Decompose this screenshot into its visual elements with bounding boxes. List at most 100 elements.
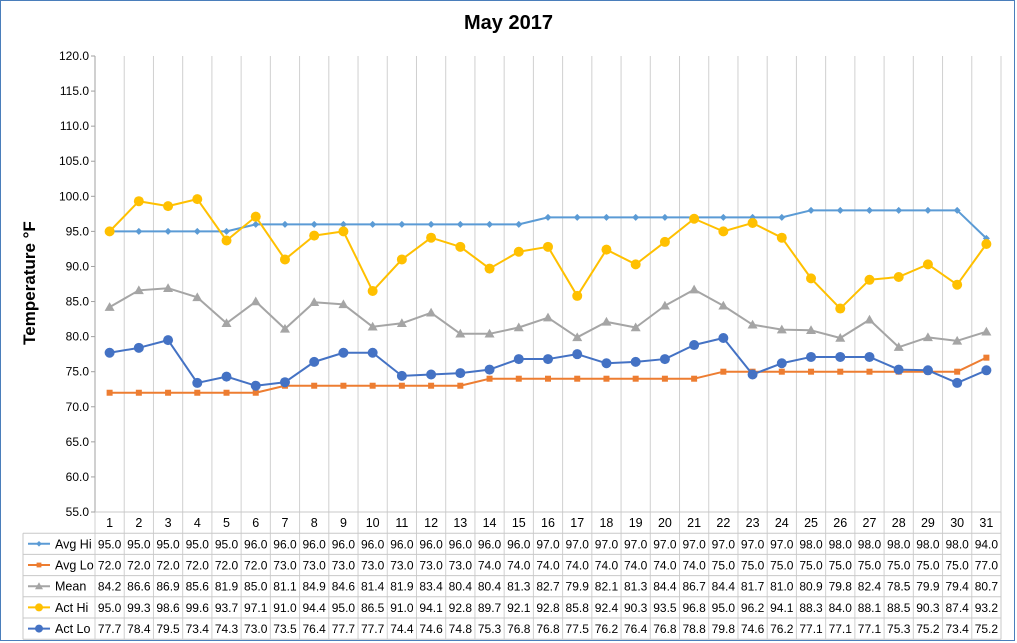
data-cell-value: 80.7 [975, 580, 999, 594]
data-point [603, 375, 610, 382]
x-tick-label: 11 [395, 516, 408, 530]
data-cell-value: 96.0 [449, 537, 473, 551]
data-cell-value: 94.0 [975, 537, 999, 551]
data-point [922, 365, 933, 376]
data-cell-value: 93.5 [653, 601, 677, 615]
data-point [426, 369, 437, 380]
data-point [807, 206, 815, 214]
data-point [601, 244, 612, 255]
data-cell-value: 86.6 [127, 580, 151, 594]
data-cell-value: 95.0 [215, 537, 239, 551]
data-point [776, 358, 787, 369]
data-cell-value: 84.4 [653, 580, 677, 594]
data-point [457, 382, 464, 389]
data-point [573, 213, 581, 221]
data-point [279, 377, 290, 388]
data-cell-value: 80.4 [478, 580, 502, 594]
data-point [981, 365, 992, 376]
data-point [574, 375, 581, 382]
data-cell-value: 75.0 [829, 559, 853, 573]
data-cell-value: 74.0 [653, 559, 677, 573]
data-point [513, 354, 524, 365]
x-tick-label: 15 [512, 516, 526, 530]
data-point [893, 271, 904, 282]
data-cell-value: 98.0 [799, 537, 823, 551]
data-cell-value: 73.0 [273, 559, 297, 573]
data-point [572, 332, 583, 342]
data-point [776, 324, 787, 334]
data-cell-value: 92.8 [536, 601, 560, 615]
data-cell-value: 97.0 [712, 537, 736, 551]
data-cell-value: 72.0 [215, 559, 239, 573]
data-point [513, 322, 524, 332]
data-point [659, 236, 670, 247]
data-cell-value: 74.8 [449, 622, 473, 636]
data-cell-value: 97.0 [741, 537, 765, 551]
data-cell-value: 99.6 [186, 601, 210, 615]
data-point [924, 206, 932, 214]
data-point [367, 286, 378, 297]
data-point [252, 389, 259, 396]
data-point [895, 206, 903, 214]
data-cell-value: 73.4 [945, 622, 969, 636]
data-point [252, 220, 260, 228]
y-tick-label: 110.0 [60, 119, 89, 133]
legend-label: Act Lo [55, 622, 90, 636]
data-point [221, 371, 232, 382]
data-point [719, 213, 727, 221]
data-cell-value: 81.3 [624, 580, 648, 594]
data-cell-value: 81.7 [741, 580, 765, 594]
data-cell-value: 80.9 [799, 580, 823, 594]
data-cell-value: 74.0 [507, 559, 531, 573]
data-point [954, 368, 961, 375]
data-point [484, 364, 495, 375]
x-tick-label: 16 [541, 516, 555, 530]
legend-key-marker [35, 603, 43, 612]
data-point [747, 369, 758, 380]
data-cell-value: 98.0 [887, 537, 911, 551]
data-point [513, 246, 524, 257]
data-point [661, 375, 668, 382]
data-point [601, 358, 612, 369]
data-cell-value: 79.9 [566, 580, 590, 594]
data-cell-value: 74.0 [536, 559, 560, 573]
x-tick-label: 12 [424, 516, 438, 530]
data-point [776, 232, 787, 243]
data-cell-value: 97.0 [566, 537, 590, 551]
data-cell-value: 96.0 [390, 537, 414, 551]
data-point [837, 368, 844, 375]
y-tick-label: 80.0 [66, 330, 90, 344]
data-cell-value: 83.4 [419, 580, 443, 594]
data-cell-value: 81.9 [215, 580, 239, 594]
data-point [718, 300, 729, 310]
data-point [455, 241, 466, 252]
data-cell-value: 98.0 [858, 537, 882, 551]
data-cell-value: 93.2 [975, 601, 999, 615]
y-tick-label: 115.0 [60, 84, 89, 98]
data-point [250, 296, 261, 306]
data-cell-value: 84.9 [303, 580, 327, 594]
data-point [455, 328, 466, 338]
y-tick-label: 55.0 [66, 505, 90, 519]
data-cell-value: 76.4 [624, 622, 648, 636]
data-point [572, 349, 583, 360]
data-cell-value: 98.0 [945, 537, 969, 551]
data-cell-value: 73.0 [303, 559, 327, 573]
data-point [367, 347, 378, 358]
data-point [747, 217, 758, 228]
legend-key-marker [35, 624, 43, 633]
x-tick-label: 5 [223, 516, 230, 530]
data-cell-value: 97.0 [624, 537, 648, 551]
data-point [543, 354, 553, 365]
data-cell-value: 76.2 [770, 622, 794, 636]
data-cell-value: 97.0 [536, 537, 560, 551]
data-cell-value: 74.6 [419, 622, 443, 636]
data-point [952, 279, 963, 290]
data-cell-value: 76.8 [653, 622, 677, 636]
data-cell-value: 73.0 [390, 559, 414, 573]
data-cell-value: 78.4 [127, 622, 151, 636]
data-point [718, 226, 729, 237]
data-cell-value: 74.3 [215, 622, 239, 636]
x-tick-label: 13 [453, 516, 467, 530]
data-cell-value: 91.0 [273, 601, 297, 615]
